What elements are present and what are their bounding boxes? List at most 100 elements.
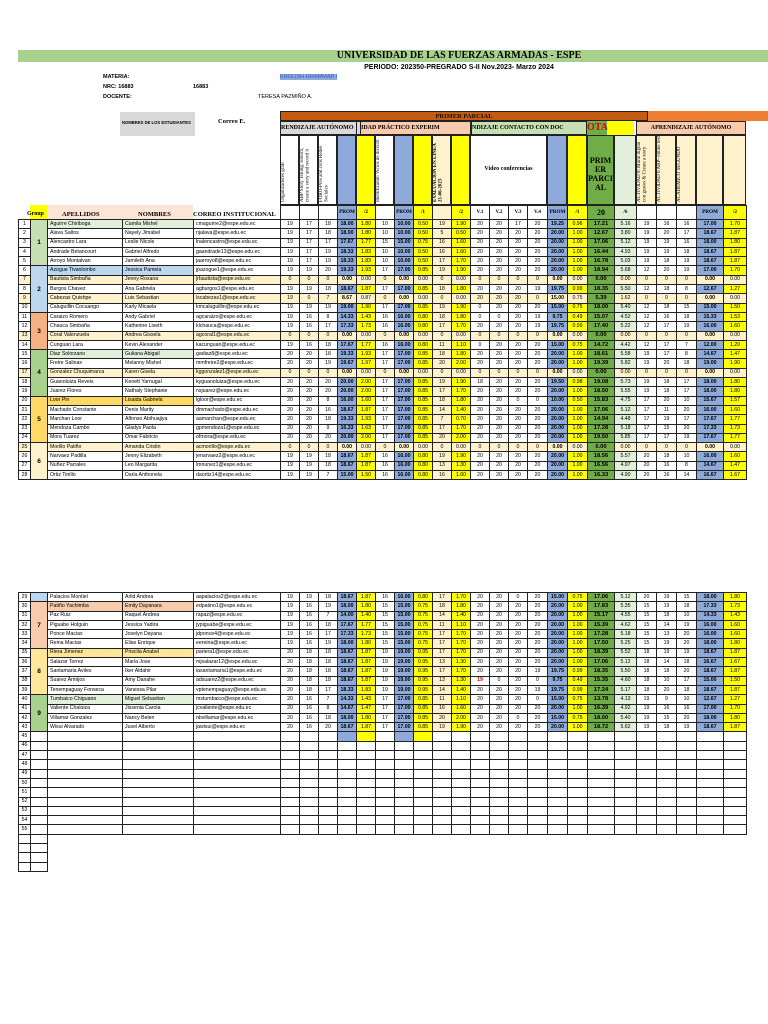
empty-row[interactable]: 52: [18, 796, 747, 807]
grade-cell: 19: [280, 460, 300, 472]
empty-cell: [696, 750, 724, 761]
student-row[interactable]: 12 Chauca Simbaña Katherine Liseth klchauca…: [18, 321, 747, 332]
student-row[interactable]: 1 1 Aguirre Chiriboga Camila Mishel cmaguirr…: [18, 218, 747, 267]
empty-row[interactable]: 49: [18, 768, 747, 779]
grade-cell: 7: [318, 293, 338, 304]
student-row[interactable]: 15 4 Diaz Solorzano Guliana Abigail gadiaz8@…: [18, 349, 747, 397]
student-row[interactable]: 3 Alencastro Lara Leslie Nicole lnalencastr…: [18, 237, 747, 248]
grade-cell: 15: [636, 629, 657, 640]
student-row[interactable]: 39 Tenempaguay Fonseca Vanessa Pilar vptene…: [18, 684, 747, 696]
grade-cell: 1.43: [723, 610, 747, 621]
student-row[interactable]: 35 8 Riera Jimenez Priscila Anabel pariera1@…: [18, 647, 747, 696]
grade-cell: 20: [489, 638, 509, 649]
student-row[interactable]: 34 Reina Macias Elias Enrique eereina@espe.…: [18, 638, 747, 649]
empty-row[interactable]: 48: [18, 759, 747, 770]
grade-cell: 11: [432, 339, 452, 351]
grade-cell: 20: [280, 395, 300, 406]
student-row[interactable]: 5 Arroyo Montalvan Jamileth Ana jaarroyo8@e…: [18, 256, 747, 267]
nombres-cell: Jenny Roxana: [122, 274, 194, 286]
empty-row[interactable]: 47: [18, 750, 747, 761]
grade-cell: 1.50: [356, 469, 376, 481]
empty-row[interactable]: 53: [18, 805, 747, 817]
student-row[interactable]: 27 Nuñez Parrales Leo Margarita lmnunez1@es…: [18, 460, 747, 472]
student-row[interactable]: 26 Narvaez Padilla Jenny Elizabeth jenarvae…: [18, 451, 747, 462]
grade-cell: 20: [489, 284, 509, 295]
empty-cell: [414, 862, 433, 871]
student-row[interactable]: 41 Valiente Chaluiza Jissenia Carola jcvali…: [18, 703, 747, 714]
grade-cell: 0.95: [413, 684, 433, 696]
student-row[interactable]: 8 Burgos Chavez Ana Gabriela agburgos1@espe…: [18, 284, 747, 295]
student-row[interactable]: 40 9 Tumbaico Chiguano Miguel Sebastian mstu…: [18, 694, 747, 733]
student-row[interactable]: 22 Marchan Loor Alfonso Abihuajiya aamarcha…: [18, 414, 747, 425]
student-row[interactable]: 43 Wisui Alvarado Jusel Alberto jawisui@esp…: [18, 722, 747, 733]
empty-row[interactable]: [18, 852, 747, 863]
student-row[interactable]: 13 Coral Valenzuela Andrea Gissela agcoral1…: [18, 330, 747, 341]
student-row[interactable]: 18 Guanoluiza Reveis Kenett Yarnugal kyguan…: [18, 377, 747, 388]
student-row[interactable]: 28 Ortiz Tinillo Darla Anthonela daortiz14@…: [18, 469, 747, 481]
empty-row[interactable]: 51: [18, 787, 747, 798]
empty-cell: [394, 796, 414, 807]
empty-row[interactable]: 45: [18, 731, 747, 742]
student-row[interactable]: 42 Villamar Gonzalez Nancy Belen nbvillamar…: [18, 712, 747, 724]
empty-cell: [280, 759, 300, 770]
student-row[interactable]: 24 Mora Tuarez Omar Fabricio ofmora@espe.ed…: [18, 432, 747, 444]
grade-cell: 20: [489, 610, 509, 621]
student-row[interactable]: 29 Palacios Montiel Arlid Andrea aapalacios…: [18, 591, 747, 603]
empty-cell: [470, 787, 490, 798]
grade-cell: 17: [676, 675, 697, 686]
grade-cell: 20: [508, 722, 528, 733]
student-row[interactable]: 20 5 Loor Pin Lisaida Gabriela lgloor@espe.e…: [18, 395, 747, 444]
student-row[interactable]: 32 Piguabe Holguin Jessica Yadira jypiguabe…: [18, 619, 747, 631]
student-row[interactable]: 11 3 Caraizo Romero Andy Gabriel agcaraizo@e…: [18, 311, 747, 351]
grade-cell: 20: [508, 619, 528, 631]
student-row[interactable]: 2 Alava Saltos Nayely Jimabel njalava@espe.…: [18, 228, 747, 239]
grade-cell: 18.67: [337, 404, 357, 416]
grade-cell: 18: [318, 591, 338, 603]
grade-cell: 18.67: [337, 675, 357, 686]
grade-cell: 13: [656, 629, 677, 640]
student-row[interactable]: 6 2 Azogue Tivanlombo Jessica Pamela jpazogu…: [18, 265, 747, 313]
empty-row[interactable]: [18, 861, 747, 872]
empty-row[interactable]: [18, 833, 747, 845]
nombres-cell: Emily Dayanara: [122, 601, 194, 612]
student-row[interactable]: 37 Santamaria Aviles Iker Aldahir iasantama…: [18, 666, 747, 677]
empty-row[interactable]: 55: [18, 824, 747, 835]
email-cell: rapaz@espe.edu.ec: [193, 610, 281, 621]
grade-cell: 20.00: [547, 237, 568, 248]
grade-cell: 17: [375, 386, 395, 397]
student-row[interactable]: 25 6 Morillo Patiño Amanda Cristin acmorillo…: [18, 442, 747, 481]
student-row[interactable]: 23 Mendoza Cambo Gladys Paola gpmendoza1@es…: [18, 423, 747, 434]
email-cell: pariera1@espe.edu.ec: [193, 647, 281, 659]
empty-row[interactable]: 46: [18, 740, 747, 752]
student-row[interactable]: 10 Caluguillin Cocuango Karly Micaela kmcal…: [18, 302, 747, 313]
student-row[interactable]: 33 Ponce Macias Joselyn Dayana jdponce4@esp…: [18, 629, 747, 640]
student-row[interactable]: 17 Gonzalez Chuquimarca Karen Gisela kggonz…: [18, 367, 747, 379]
student-row[interactable]: 9 Cabezas Quishpe Luis Sebastian lscabezas1…: [18, 293, 747, 304]
empty-row[interactable]: 50: [18, 777, 747, 789]
grade-cell: 0: [636, 274, 657, 286]
student-row[interactable]: 19 Juarez Flores Nathaly Stephanie nsjuarez…: [18, 386, 747, 397]
student-row[interactable]: 31 Paz Ruiz Raquel Andrea rapaz@espe.edu.ec…: [18, 610, 747, 621]
empty-row[interactable]: [18, 842, 747, 854]
student-row[interactable]: 38 Suarez Armijos Amy Danahe adsuarez2@espe…: [18, 675, 747, 686]
grade-cell: 17: [375, 265, 395, 276]
grade-cell: 1.43: [356, 694, 376, 705]
student-row[interactable]: 14 Cunguan Lara Kevin Alexander kacunguan@e…: [18, 339, 747, 351]
student-row[interactable]: 7 Bautista Simbaña Jenny Roxana jrbautista@…: [18, 274, 747, 286]
grade-cell: 0.85: [413, 265, 433, 276]
row-number: 46: [18, 740, 31, 752]
empty-cell: [470, 777, 490, 789]
grade-cell: 20: [299, 432, 319, 444]
email-cell: acmorillo@espe.edu.ec: [193, 442, 281, 453]
student-row[interactable]: 36 Salazar Torrez Maria Jose mjsalazar12@es…: [18, 657, 747, 668]
empty-row[interactable]: 54: [18, 815, 747, 826]
grade-cell: 0.85: [413, 423, 433, 434]
practico-experimental-header: IDAD PRÁCTICO EXPERIM: [360, 121, 471, 135]
grade-cell: 10.00: [394, 246, 414, 258]
student-row[interactable]: 21 Machado Constante Denis Marity dmmachado…: [18, 404, 747, 416]
student-row[interactable]: 16 Freire Salinas Melanny Mishel mmfreire2@…: [18, 358, 747, 369]
grade-cell: 20: [489, 404, 509, 416]
student-row[interactable]: 4 Andrade Betancourt Gabriel Alfredo gaandr…: [18, 246, 747, 258]
student-row[interactable]: 30 7 Patiño Yachimba Emily Dayanara edpatino…: [18, 601, 747, 649]
grade-cell: 17: [636, 432, 657, 444]
